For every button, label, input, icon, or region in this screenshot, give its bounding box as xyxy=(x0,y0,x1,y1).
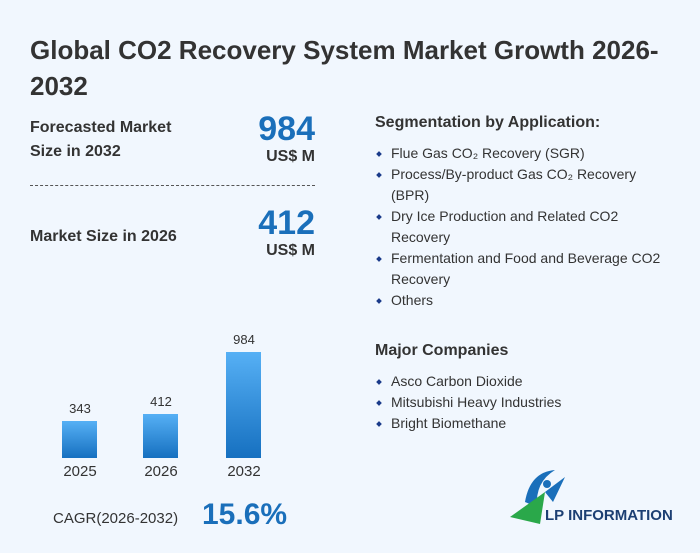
data-label: 412 xyxy=(150,393,172,409)
page-title: Global CO2 Recovery System Market Growth… xyxy=(30,35,659,101)
forecast-unit: US$ M xyxy=(266,148,315,165)
logo-text: LP INFORMATION xyxy=(545,507,673,524)
list-item: Others xyxy=(375,290,675,311)
bar-2025 xyxy=(62,421,97,458)
data-label: 343 xyxy=(69,401,91,417)
data-label: 984 xyxy=(233,332,255,347)
list-item: Dry Ice Production and Related CO2 Recov… xyxy=(375,206,675,248)
forecast-value: 984 xyxy=(258,110,315,148)
x-tick-label: 2032 xyxy=(227,463,261,480)
companies-heading: Major Companies xyxy=(375,342,509,359)
bar-2026 xyxy=(143,413,178,458)
current-label: Market Size in 2026 xyxy=(30,228,177,245)
x-tick-label: 2025 xyxy=(63,463,97,480)
current-unit: US$ M xyxy=(266,242,315,259)
x-tick-label: 2026 xyxy=(144,463,178,480)
cagr-value: 15.6% xyxy=(202,498,288,531)
list-item: Bright Biomethane xyxy=(375,413,675,434)
list-item: Mitsubishi Heavy Industries xyxy=(375,392,675,413)
segmentation-list: Flue Gas CO₂ Recovery (SGR) Process/By-p… xyxy=(375,143,675,311)
list-item: Fermentation and Food and Beverage CO2 R… xyxy=(375,248,675,290)
lp-information-logo xyxy=(510,470,565,524)
divider xyxy=(30,185,315,186)
bar-2032 xyxy=(226,352,261,458)
list-item: Process/By-product Gas CO₂ Recovery (BPR… xyxy=(375,164,675,206)
forecast-label: Forecasted Market Size in 2032 xyxy=(30,119,172,160)
list-item: Flue Gas CO₂ Recovery (SGR) xyxy=(375,143,675,164)
list-item: Asco Carbon Dioxide xyxy=(375,371,675,392)
companies-list: Asco Carbon Dioxide Mitsubishi Heavy Ind… xyxy=(375,371,675,434)
cagr-label: CAGR(2026-2032) xyxy=(53,510,179,527)
current-value: 412 xyxy=(258,204,315,242)
segmentation-heading: Segmentation by Application: xyxy=(375,114,601,131)
